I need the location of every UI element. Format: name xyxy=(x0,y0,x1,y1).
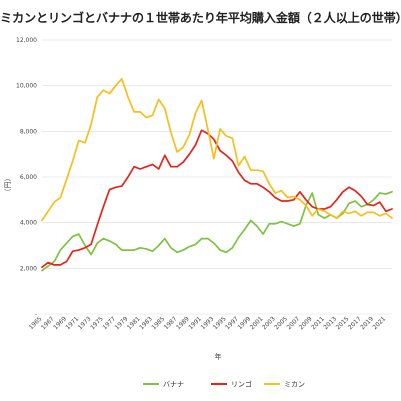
y-tick-label: 12,000 xyxy=(16,37,37,44)
x-tick-label: 2021 xyxy=(372,315,388,331)
y-tick-label: 6,000 xyxy=(20,174,37,181)
y-tick-label: 2,000 xyxy=(20,265,37,272)
chart-title: ミカンとリンゴとバナナの１世帯あたり年平均購入金額（２人以上の世帯） xyxy=(0,11,401,25)
legend-label: ミカン xyxy=(284,381,305,389)
x-axis-ticks: 1965196719691971197319751977197919811983… xyxy=(28,315,388,331)
y-axis-ticks: - 2,000 4,000 6,000 8,000 10,000 12,000 xyxy=(16,37,37,318)
series-lines xyxy=(41,77,393,272)
legend-label: リンゴ xyxy=(231,380,252,389)
y-tick-label: 10,000 xyxy=(16,83,37,90)
x-axis-label: 年 xyxy=(215,352,222,361)
y-axis-label: （円） xyxy=(4,175,12,196)
legend: バナナ リンゴ ミカン xyxy=(143,380,305,389)
grid-lines xyxy=(42,39,392,315)
y-tick-label: 8,000 xyxy=(20,128,37,135)
series-line xyxy=(41,77,393,222)
y-tick-label: - xyxy=(35,311,37,318)
legend-label: バナナ xyxy=(163,381,184,389)
y-tick-label: 4,000 xyxy=(20,220,37,227)
